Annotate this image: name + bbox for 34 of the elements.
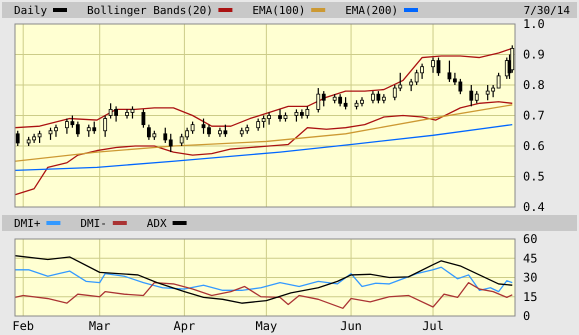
y-tick-label: 30 [523,270,538,285]
legend-label: Daily [14,4,48,17]
text: 7/30/14 [524,4,570,17]
y-tick-label: 0.5 [523,170,545,184]
y-tick-label: 15 [523,290,538,304]
candlestick [316,87,320,114]
x-tick-label: Feb [12,319,34,333]
y-tick-label: 0.7 [523,108,545,123]
legend-label: DMI+ [14,217,41,230]
legend-label: EMA(100) [252,4,306,17]
legend-label: ADX [146,217,168,230]
legend-label: EMA(200) [345,4,398,17]
y-tick-label: 60 [523,232,538,246]
x-tick-label: Jun [340,319,362,333]
y-tick-label: 0.6 [523,139,545,154]
candlestick [142,108,146,128]
y-tick-label: 1.0 [523,17,545,32]
y-tick-label: 0.9 [523,48,545,62]
candlestick [392,84,397,101]
legend-label: Bollinger Bands(20) [87,4,213,17]
y-tick-label: 0 [523,309,530,324]
x-tick-label: May [256,319,278,333]
legend-label: DMI- [80,217,107,230]
candlestick [168,133,173,153]
candlestick [103,114,108,138]
y-tick-label: 45 [523,251,538,266]
x-tick-label: Apr [174,319,196,333]
x-tick-label: Mar [88,319,111,333]
x-tick-label: Jul [422,319,444,333]
y-tick-label: 0.4 [523,200,545,214]
candlestick [163,127,168,144]
y-tick-label: 0.8 [523,78,545,92]
candlestick [469,84,474,107]
candlestick [398,72,402,92]
